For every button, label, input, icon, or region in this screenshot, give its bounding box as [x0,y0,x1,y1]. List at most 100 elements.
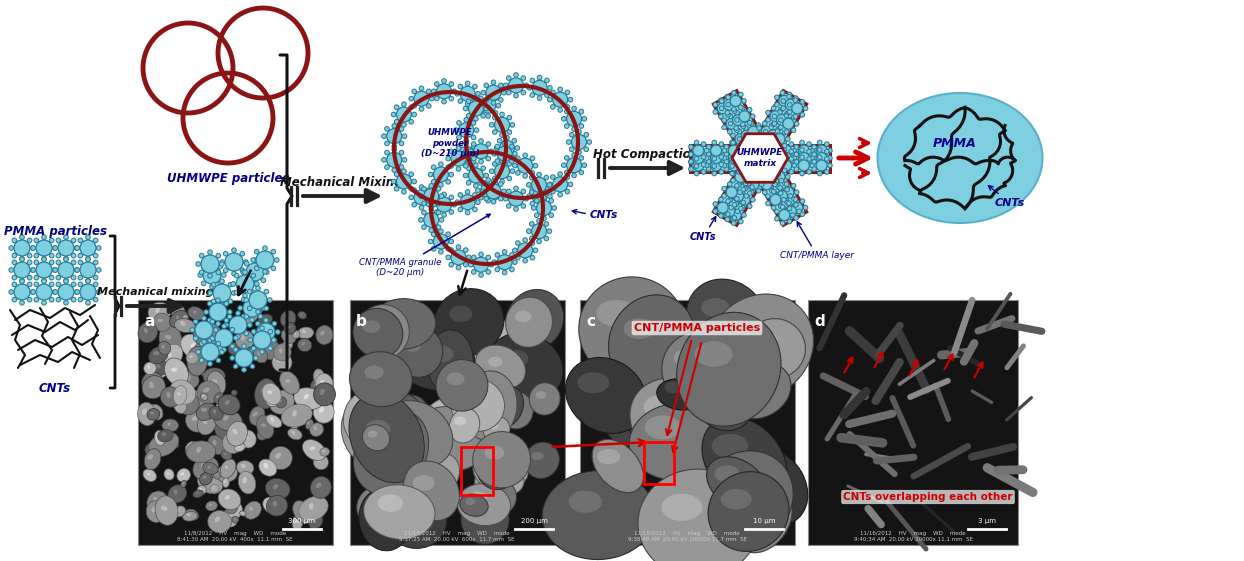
Circle shape [36,284,52,300]
Circle shape [799,160,810,171]
Circle shape [210,336,215,341]
Circle shape [442,213,447,217]
Circle shape [50,254,53,258]
Circle shape [524,83,529,88]
Ellipse shape [214,409,243,431]
Circle shape [787,194,792,198]
Circle shape [545,187,549,191]
Ellipse shape [275,397,287,408]
Circle shape [776,172,780,177]
Circle shape [724,99,735,110]
Circle shape [766,167,771,172]
Circle shape [224,301,229,306]
Circle shape [712,164,717,168]
Circle shape [771,157,776,161]
Ellipse shape [219,403,220,406]
Circle shape [514,73,519,77]
Circle shape [471,135,475,140]
Circle shape [409,172,413,177]
Circle shape [493,181,498,185]
Circle shape [759,159,764,164]
Ellipse shape [368,431,377,438]
Circle shape [34,282,39,287]
Circle shape [214,328,218,332]
Ellipse shape [714,466,740,482]
Ellipse shape [160,387,180,407]
Circle shape [258,314,262,319]
Circle shape [464,141,469,146]
Circle shape [730,171,734,176]
Circle shape [248,289,253,294]
Circle shape [9,246,14,250]
Circle shape [722,118,726,122]
Ellipse shape [250,302,262,315]
Circle shape [479,96,483,100]
Circle shape [513,260,518,264]
Circle shape [486,178,490,182]
Ellipse shape [309,515,323,529]
Circle shape [58,284,73,300]
Circle shape [510,252,514,257]
Circle shape [578,109,583,114]
Ellipse shape [481,472,490,478]
Circle shape [495,144,500,149]
Circle shape [782,148,786,152]
Circle shape [479,111,483,115]
Circle shape [812,159,816,164]
Circle shape [745,167,750,172]
Ellipse shape [687,279,766,358]
Ellipse shape [578,277,685,381]
Circle shape [214,328,218,332]
Ellipse shape [225,518,236,527]
Circle shape [479,159,484,164]
Circle shape [728,197,733,202]
Ellipse shape [275,453,281,459]
Circle shape [424,188,439,204]
Circle shape [445,246,450,251]
Circle shape [729,153,739,163]
Circle shape [751,157,756,161]
Circle shape [753,146,756,150]
Ellipse shape [316,374,333,393]
Ellipse shape [488,333,564,401]
Circle shape [779,125,784,130]
Circle shape [743,141,748,146]
Circle shape [807,142,811,146]
Circle shape [776,159,781,164]
Ellipse shape [657,379,704,410]
Circle shape [565,109,569,114]
Circle shape [27,297,32,302]
Ellipse shape [582,354,637,420]
Ellipse shape [202,371,203,373]
Circle shape [774,165,778,171]
Circle shape [740,155,744,160]
Circle shape [730,140,734,145]
Circle shape [765,149,776,160]
Circle shape [513,163,518,168]
Ellipse shape [738,499,765,517]
Circle shape [532,188,547,204]
Text: 300 μm: 300 μm [289,518,316,524]
Ellipse shape [531,452,544,461]
Circle shape [42,235,46,240]
Circle shape [510,144,514,149]
Ellipse shape [208,435,225,454]
Circle shape [503,141,506,146]
Circle shape [812,145,816,149]
Polygon shape [713,151,771,226]
Circle shape [458,84,463,89]
Circle shape [530,236,534,241]
Circle shape [734,109,739,114]
Circle shape [387,128,402,144]
Ellipse shape [142,372,163,394]
Ellipse shape [190,447,195,450]
Circle shape [763,153,774,163]
Text: a: a [144,314,154,329]
Circle shape [758,163,763,168]
Circle shape [724,206,735,217]
Circle shape [827,156,832,160]
Circle shape [730,140,735,145]
Ellipse shape [428,420,448,435]
Circle shape [551,190,555,194]
Ellipse shape [261,389,266,394]
